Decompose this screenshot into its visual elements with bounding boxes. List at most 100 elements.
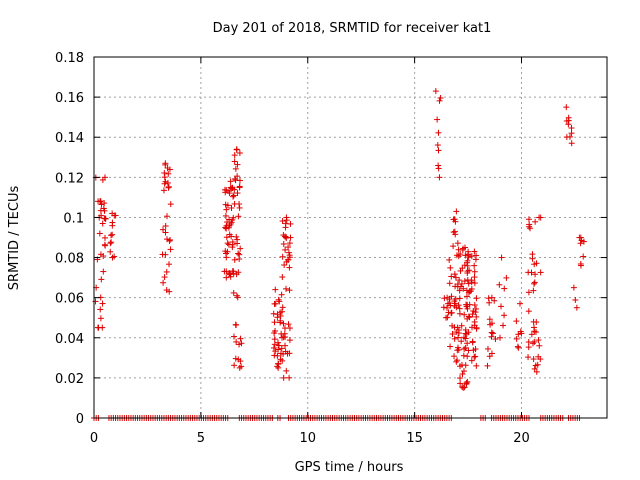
data-point (486, 299, 493, 306)
data-point (525, 289, 532, 296)
data-point (99, 300, 106, 307)
data-point (435, 165, 442, 172)
data-point (109, 210, 116, 217)
data-point (434, 142, 441, 149)
data-point (162, 223, 169, 230)
data-point (473, 313, 480, 320)
data-point (233, 338, 240, 345)
data-point (536, 342, 543, 349)
data-point (235, 213, 242, 220)
data-point (464, 262, 471, 269)
data-point (165, 184, 172, 191)
data-point (501, 285, 508, 292)
data-point (271, 300, 278, 307)
data-point (460, 384, 467, 391)
data-point (570, 284, 577, 291)
data-point (466, 301, 473, 308)
data-point (469, 311, 476, 318)
data-point (109, 219, 116, 226)
data-point (457, 251, 464, 258)
data-point (565, 121, 572, 128)
data-point (272, 286, 279, 293)
y-tick-labels: 0 0.02 0.04 0.06 0.08 0.1 0.12 0.14 0.16 0.18 (55, 51, 84, 427)
data-point (234, 190, 241, 197)
data-point (461, 278, 468, 285)
data-point (230, 214, 237, 221)
data-point (286, 264, 293, 271)
data-point (161, 174, 168, 181)
data-point (532, 362, 539, 369)
data-point (223, 206, 230, 213)
data-point (275, 361, 282, 368)
data-point (98, 276, 105, 283)
data-point (166, 261, 173, 268)
data-point (471, 268, 478, 275)
data-point (531, 338, 538, 345)
data-point (496, 281, 503, 288)
data-point (489, 330, 496, 337)
data-point (446, 300, 453, 307)
data-point (234, 173, 241, 180)
data-point (577, 234, 584, 241)
data-point (231, 158, 238, 165)
data-point (525, 216, 532, 223)
data-point (513, 318, 520, 325)
data-point (462, 344, 469, 351)
data-point (279, 304, 286, 311)
data-point (468, 357, 475, 364)
data-point (471, 322, 478, 329)
data-point (231, 186, 238, 193)
data-point (225, 241, 232, 248)
data-point (234, 236, 241, 243)
data-point (237, 245, 244, 252)
data-point (563, 104, 570, 111)
data-point (525, 339, 532, 346)
data-point (278, 291, 285, 298)
data-point (472, 346, 479, 353)
data-point (443, 304, 450, 311)
data-point (530, 287, 537, 294)
data-point (99, 220, 106, 227)
data-point (448, 309, 455, 316)
data-point (435, 129, 442, 136)
data-point (277, 312, 284, 319)
data-point (230, 193, 237, 200)
data-point (102, 242, 109, 249)
data-point (446, 256, 453, 263)
data-point (228, 185, 235, 192)
data-point (471, 274, 478, 281)
data-point (461, 244, 468, 251)
data-point (473, 305, 480, 312)
data-point (460, 352, 467, 359)
data-point (484, 345, 491, 352)
data-point (537, 269, 544, 276)
data-point (457, 267, 464, 274)
data-point (468, 277, 475, 284)
data-point (441, 295, 448, 302)
data-point (98, 201, 105, 208)
data-point (456, 310, 463, 317)
data-point (513, 335, 520, 342)
data-point (491, 297, 498, 304)
data-point (530, 356, 537, 363)
data-point (488, 320, 495, 327)
data-point (471, 248, 478, 255)
data-point (282, 342, 289, 349)
data-point (466, 267, 473, 274)
data-point (461, 311, 468, 318)
y-tick-label: 0.16 (55, 91, 84, 106)
data-point (515, 331, 522, 338)
data-point (280, 240, 287, 247)
data-point (440, 304, 447, 311)
y-tick-label: 0.08 (55, 252, 84, 267)
data-point (471, 302, 478, 309)
data-point (568, 140, 575, 147)
data-point (230, 268, 237, 275)
data-point (532, 271, 539, 278)
data-point (531, 365, 538, 372)
data-point (514, 343, 521, 350)
data-point (531, 280, 538, 287)
data-point (464, 353, 471, 360)
data-point (450, 243, 457, 250)
data-point (279, 253, 286, 260)
